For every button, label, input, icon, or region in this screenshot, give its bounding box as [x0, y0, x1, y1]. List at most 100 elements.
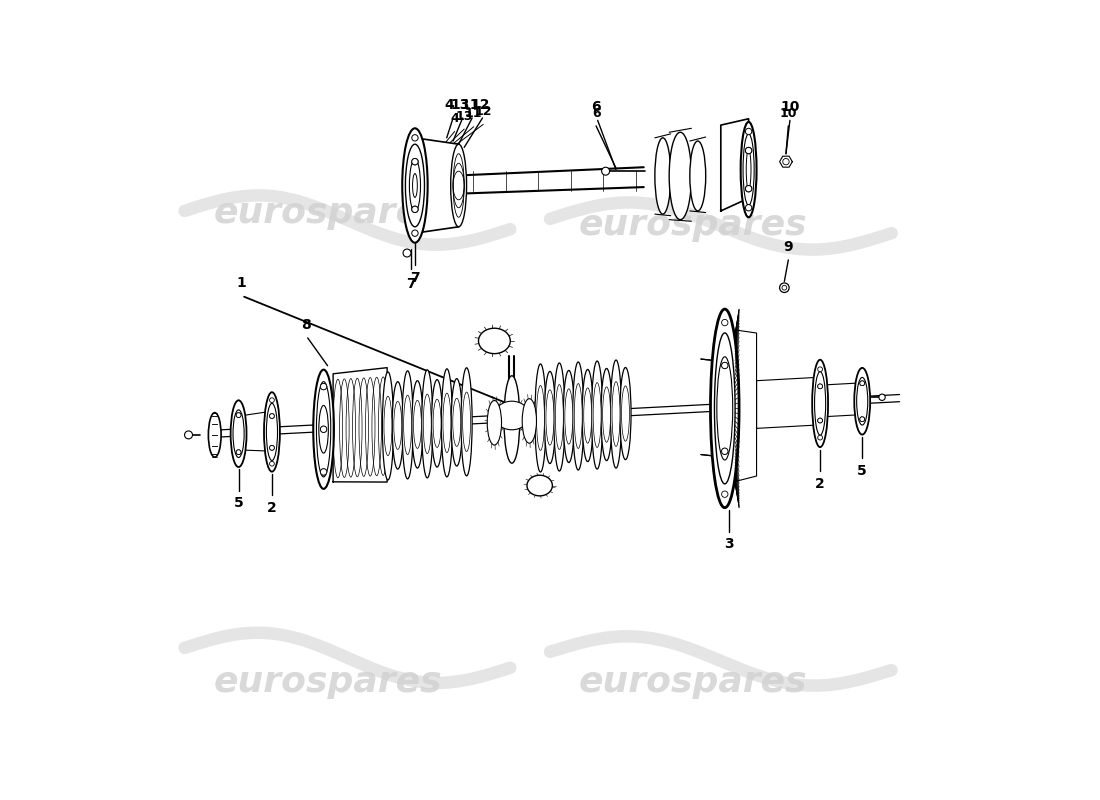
Ellipse shape: [270, 398, 274, 402]
Ellipse shape: [654, 138, 671, 214]
Ellipse shape: [412, 174, 417, 198]
Ellipse shape: [857, 378, 868, 425]
Ellipse shape: [394, 402, 402, 450]
Ellipse shape: [411, 158, 418, 165]
Ellipse shape: [411, 134, 418, 141]
Ellipse shape: [722, 319, 728, 326]
Ellipse shape: [715, 333, 735, 484]
Ellipse shape: [270, 414, 274, 418]
Ellipse shape: [231, 400, 246, 467]
Ellipse shape: [317, 382, 331, 477]
Ellipse shape: [320, 469, 327, 475]
Ellipse shape: [556, 385, 563, 450]
Ellipse shape: [266, 403, 277, 461]
Ellipse shape: [620, 367, 631, 460]
Ellipse shape: [402, 371, 414, 479]
Ellipse shape: [270, 462, 274, 466]
Ellipse shape: [233, 410, 244, 458]
Polygon shape: [333, 368, 387, 482]
Text: 7: 7: [406, 277, 416, 291]
Ellipse shape: [746, 150, 751, 190]
Polygon shape: [780, 156, 792, 167]
Ellipse shape: [814, 372, 826, 435]
Ellipse shape: [744, 134, 755, 206]
Ellipse shape: [406, 144, 425, 227]
Text: 11: 11: [465, 107, 483, 120]
Ellipse shape: [411, 158, 418, 165]
Ellipse shape: [603, 387, 611, 442]
Text: 7: 7: [410, 271, 420, 286]
Ellipse shape: [433, 399, 441, 447]
Polygon shape: [415, 138, 459, 233]
Text: 5: 5: [857, 464, 867, 478]
Ellipse shape: [320, 426, 327, 433]
Ellipse shape: [320, 383, 327, 390]
Ellipse shape: [722, 362, 728, 369]
Ellipse shape: [574, 383, 582, 449]
Text: 5: 5: [233, 497, 243, 510]
Ellipse shape: [746, 205, 751, 211]
Ellipse shape: [384, 396, 392, 456]
Ellipse shape: [441, 369, 452, 477]
Polygon shape: [737, 330, 757, 481]
Polygon shape: [245, 411, 271, 451]
Ellipse shape: [504, 376, 520, 463]
Ellipse shape: [320, 469, 327, 475]
Ellipse shape: [860, 417, 865, 422]
Ellipse shape: [453, 398, 461, 446]
Ellipse shape: [621, 386, 629, 441]
Text: 4: 4: [450, 112, 459, 125]
Polygon shape: [757, 378, 814, 428]
Ellipse shape: [424, 394, 431, 454]
Ellipse shape: [746, 128, 751, 134]
Ellipse shape: [780, 283, 789, 293]
Ellipse shape: [860, 417, 865, 422]
Polygon shape: [826, 383, 856, 417]
Text: eurospares: eurospares: [213, 196, 442, 230]
Text: 4: 4: [444, 98, 454, 113]
Ellipse shape: [582, 370, 593, 462]
Text: 8: 8: [301, 318, 311, 332]
Text: 13: 13: [451, 98, 470, 113]
Ellipse shape: [319, 406, 329, 453]
Ellipse shape: [783, 158, 789, 165]
Ellipse shape: [817, 367, 823, 372]
Ellipse shape: [746, 186, 751, 192]
Ellipse shape: [573, 362, 584, 470]
Ellipse shape: [383, 372, 394, 480]
Ellipse shape: [812, 360, 828, 447]
Ellipse shape: [817, 384, 823, 389]
Ellipse shape: [593, 382, 601, 447]
Ellipse shape: [717, 357, 733, 460]
Ellipse shape: [404, 395, 411, 454]
Ellipse shape: [463, 392, 471, 451]
Ellipse shape: [612, 382, 620, 446]
Ellipse shape: [411, 206, 418, 213]
Ellipse shape: [546, 390, 554, 445]
Ellipse shape: [564, 389, 573, 444]
Ellipse shape: [443, 393, 451, 453]
Ellipse shape: [236, 413, 241, 418]
Ellipse shape: [236, 450, 241, 454]
Ellipse shape: [393, 382, 404, 469]
Text: 6: 6: [592, 107, 601, 120]
Text: 11: 11: [460, 98, 480, 113]
Text: 10: 10: [780, 107, 798, 120]
Ellipse shape: [860, 381, 865, 386]
Ellipse shape: [208, 413, 221, 457]
Ellipse shape: [451, 378, 462, 466]
Ellipse shape: [421, 370, 432, 478]
Text: 2: 2: [267, 501, 277, 515]
Ellipse shape: [314, 370, 334, 489]
Ellipse shape: [592, 361, 603, 469]
Ellipse shape: [817, 418, 823, 423]
Ellipse shape: [722, 448, 728, 454]
Ellipse shape: [602, 167, 609, 175]
Ellipse shape: [553, 363, 565, 471]
Ellipse shape: [403, 128, 428, 242]
Polygon shape: [720, 118, 749, 211]
Text: 12: 12: [474, 105, 492, 118]
Ellipse shape: [270, 446, 274, 450]
Text: 6: 6: [592, 100, 601, 114]
Text: eurospares: eurospares: [213, 665, 442, 699]
